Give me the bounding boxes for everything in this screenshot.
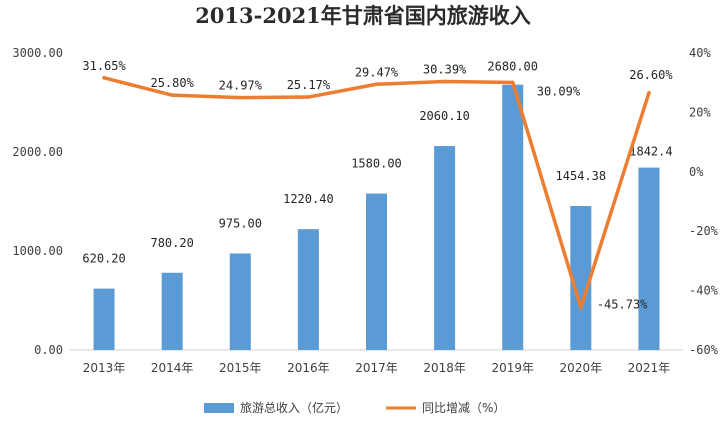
growth-line-point (238, 95, 243, 100)
chart-title: 2013-2021年甘肃省国内旅游收入 (195, 3, 531, 28)
x-tick-label: 2018年 (423, 361, 466, 375)
x-tick-label: 2013年 (83, 361, 126, 375)
revenue-bar (502, 84, 524, 351)
y-right-tick-label: -40% (689, 284, 719, 298)
y-right-tick-label: -20% (689, 224, 719, 238)
growth-line-series (102, 75, 651, 310)
growth-line-point (579, 305, 583, 310)
legend-bar-label: 旅游总收入（亿元） (240, 400, 348, 415)
growth-line-label: 30.09% (537, 84, 581, 98)
legend: 旅游总收入（亿元） 同比增减（%） (204, 400, 505, 415)
revenue-bar (161, 272, 183, 350)
growth-line-point (306, 95, 311, 99)
growth-line-label: 30.39% (423, 63, 467, 77)
growth-line-point (102, 75, 106, 80)
y-right-tick-label: 20% (689, 105, 711, 119)
revenue-bar (570, 206, 592, 350)
y-left-tick-label: 1000.00 (12, 244, 63, 258)
revenue-bar-label: 620.20 (82, 252, 125, 266)
revenue-bar (93, 288, 115, 350)
revenue-bar (229, 253, 251, 350)
y-left-tick-label: 3000.00 (12, 46, 63, 60)
growth-line-label: 24.97% (219, 79, 263, 93)
growth-line-point (442, 79, 447, 84)
y-right-tick-label: 0% (689, 165, 704, 179)
growth-line-point (374, 82, 379, 87)
x-tick-label: 2014年 (151, 361, 194, 375)
revenue-bar-label: 2060.10 (419, 109, 470, 123)
x-tick-label: 2019年 (491, 361, 534, 375)
growth-line-label: 29.47% (355, 65, 399, 79)
x-tick-label: 2015年 (219, 361, 262, 375)
revenue-bar-label: 1220.40 (283, 192, 334, 206)
growth-line-label: -45.73% (597, 298, 648, 312)
y-left-tick-label: 0.00 (34, 343, 63, 357)
revenue-bar (297, 229, 319, 350)
revenue-bar-label: 1842.4 (629, 145, 672, 159)
revenue-bar (638, 167, 660, 350)
growth-line-label: 25.17% (287, 78, 331, 92)
revenue-bars (93, 84, 660, 351)
x-tick-label: 2020年 (560, 361, 603, 375)
revenue-bar-label: 1454.38 (556, 169, 607, 183)
growth-line-label: 25.80% (150, 76, 194, 90)
legend-line-label: 同比增减（%） (422, 401, 505, 415)
x-tick-label: 2017年 (355, 361, 398, 375)
growth-line-point (170, 93, 174, 97)
growth-line-point (647, 90, 651, 95)
revenue-bar-labels: 620.20 780.20 975.00 1220.40 1580.00 2060.10 2… (82, 60, 672, 266)
revenue-bar-label: 2680.00 (487, 60, 538, 74)
revenue-bar-label: 975.00 (219, 216, 262, 230)
revenue-bar-label: 1580.00 (351, 157, 402, 171)
revenue-bar (366, 193, 387, 350)
growth-line-label: 26.60% (629, 68, 673, 82)
growth-line-labels: 31.65% 25.80% 24.97% 25.17% 29.47% 30.39% 30.0… (82, 59, 673, 312)
legend-bar-swatch (204, 403, 234, 413)
y-left-tick-label: 2000.00 (12, 145, 63, 159)
revenue-bar-label: 780.20 (150, 236, 193, 250)
revenue-bar (434, 146, 456, 350)
y-right-tick-label: -60% (689, 343, 719, 357)
axes: 0.00 1000.00 2000.00 3000.00 -60% -40% -20% 0% 2… (12, 46, 718, 375)
x-tick-label: 2016年 (287, 361, 330, 375)
x-tick-label: 2021年 (628, 361, 671, 375)
growth-line-point (510, 80, 515, 85)
y-right-tick-label: 40% (689, 46, 711, 60)
growth-line-label: 31.65% (82, 59, 126, 73)
